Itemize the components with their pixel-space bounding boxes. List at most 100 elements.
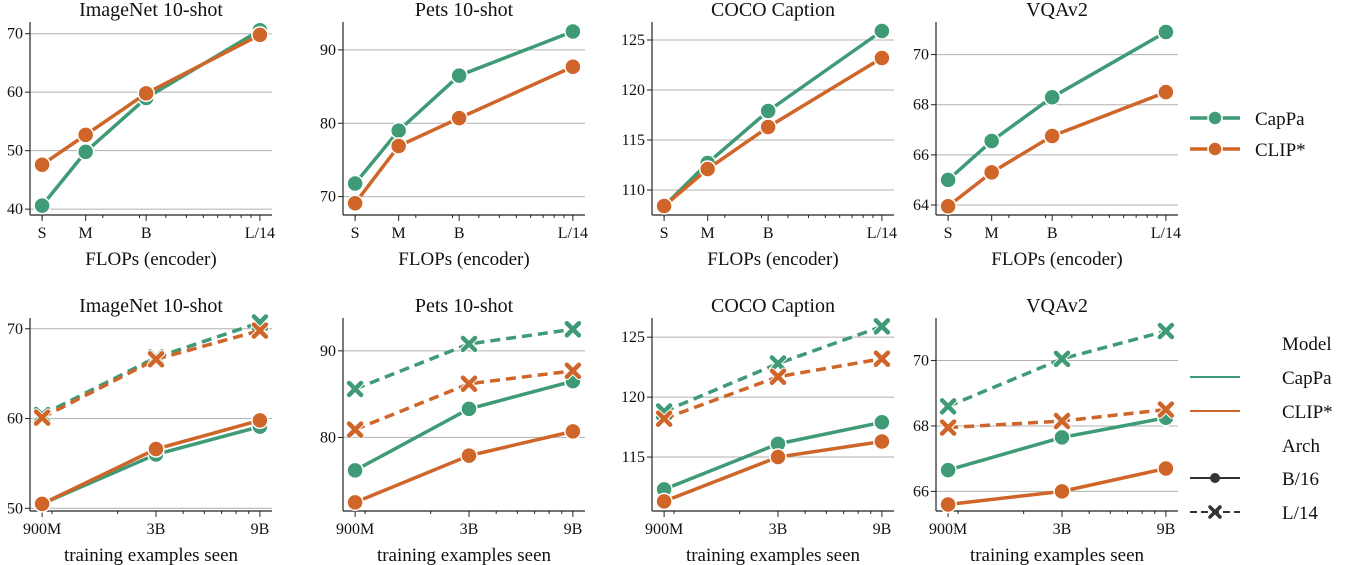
data-point xyxy=(759,118,777,136)
series-line xyxy=(662,56,883,208)
data-point xyxy=(759,102,777,120)
data-point xyxy=(1157,23,1175,41)
data-point xyxy=(1053,428,1071,447)
x-tick-label: 900M xyxy=(645,521,683,538)
x-tick-label: 900M xyxy=(336,521,374,538)
legend-bottom: Model CapPa CLIP* Arch B/16 L/14 xyxy=(1190,334,1333,524)
x-tick-label: B xyxy=(763,225,774,242)
data-point xyxy=(873,22,891,40)
legend-label-l14: L/14 xyxy=(1282,503,1318,524)
subplot-title: COCO Caption xyxy=(711,295,835,317)
legend-marker-b16 xyxy=(1210,473,1220,483)
data-point xyxy=(450,109,468,127)
data-point xyxy=(1043,88,1061,106)
x-tick-label: 3B xyxy=(769,521,788,538)
x-axis-label: training examples seen xyxy=(377,545,552,565)
subplot-6: 80 90 900M 3B 9B Pets 10-shot training example… xyxy=(320,295,585,565)
data-point-x-marker xyxy=(460,375,478,393)
legend-label-b16: B/16 xyxy=(1282,469,1319,490)
data-point-x-marker xyxy=(939,419,957,436)
legend-label-clip: CLIP* xyxy=(1255,140,1306,161)
y-tick-label: 115 xyxy=(622,449,645,466)
data-point-x-marker xyxy=(873,350,891,368)
series-cappa xyxy=(346,22,582,193)
x-tick-label: B xyxy=(141,225,152,242)
series-line xyxy=(354,429,574,504)
data-point xyxy=(346,493,364,512)
y-tick-label: 90 xyxy=(320,42,336,59)
legend-title-arch: Arch xyxy=(1282,436,1320,457)
data-point xyxy=(76,126,95,144)
x-tick-label: 900M xyxy=(23,521,61,538)
data-point xyxy=(873,413,891,432)
series-line xyxy=(41,320,261,417)
series-cappa-L14 xyxy=(654,317,892,421)
x-tick-label: S xyxy=(38,225,47,242)
data-point xyxy=(564,422,582,441)
subplot-8: 66 68 70 900M 3B 9B VQAv2 training examples see… xyxy=(913,295,1178,565)
subplot-2: 70 80 90 S M B L/14 Pets 10-shot FLOPs (encoder) xyxy=(320,0,588,270)
y-tick-label: 120 xyxy=(621,82,645,99)
data-point-x-marker xyxy=(1053,412,1071,430)
series-clip-L14 xyxy=(345,361,583,439)
data-point xyxy=(147,440,165,458)
series-line xyxy=(947,90,1167,208)
data-point xyxy=(450,66,468,85)
x-tick-label: 3B xyxy=(460,521,479,538)
data-point xyxy=(76,143,95,161)
subplot-title: ImageNet 10-shot xyxy=(79,295,223,317)
data-point xyxy=(1157,83,1175,101)
data-point-x-marker xyxy=(346,421,364,438)
series-cappa-L14 xyxy=(938,321,1176,416)
data-point xyxy=(873,432,891,451)
x-axis-label: training examples seen xyxy=(970,545,1145,565)
series-cappa-B16 xyxy=(655,413,891,499)
data-point xyxy=(1043,127,1061,145)
series-cappa xyxy=(939,23,1175,189)
series-cappa-B16 xyxy=(33,417,269,513)
y-tick-label: 40 xyxy=(7,201,23,218)
y-tick-label: 50 xyxy=(7,143,23,160)
x-tick-label: S xyxy=(944,225,953,242)
x-tick-label: L/14 xyxy=(867,225,897,242)
subplot-3: 110 115 120 125 S M B L/14 COCO Caption FLOPs (en… xyxy=(621,0,897,270)
data-point xyxy=(1157,459,1175,478)
subplot-title: VQAv2 xyxy=(1026,295,1088,317)
x-tick-label: B xyxy=(454,225,465,242)
data-point-x-marker xyxy=(564,362,582,380)
data-point xyxy=(939,495,957,514)
y-tick-label: 80 xyxy=(320,429,336,446)
y-tick-label: 68 xyxy=(913,97,929,114)
series-clip-B16 xyxy=(939,459,1175,514)
x-axis-label: training examples seen xyxy=(64,545,239,565)
data-point xyxy=(655,197,673,215)
x-tick-label: L/14 xyxy=(245,225,275,242)
series-line xyxy=(354,327,574,391)
y-tick-label: 110 xyxy=(622,182,645,199)
y-tick-label: 70 xyxy=(320,189,336,206)
data-point xyxy=(460,446,478,465)
x-tick-label: 3B xyxy=(1053,521,1072,538)
x-tick-label: L/14 xyxy=(1151,225,1181,242)
x-tick-label: S xyxy=(660,225,669,242)
data-point-x-marker xyxy=(769,368,787,385)
x-axis-label: training examples seen xyxy=(686,545,861,565)
data-point xyxy=(251,411,269,430)
subplot-title: Pets 10-shot xyxy=(415,295,514,317)
series-clip-L14 xyxy=(938,400,1176,437)
series-line xyxy=(40,28,261,207)
series-clip-B16 xyxy=(346,422,582,512)
x-tick-label: L/14 xyxy=(558,225,588,242)
y-tick-label: 60 xyxy=(7,411,23,428)
series-clip-B16 xyxy=(655,432,891,511)
y-tick-label: 68 xyxy=(913,418,929,435)
data-point xyxy=(1053,482,1071,501)
y-tick-label: 115 xyxy=(622,132,645,149)
series-line xyxy=(946,30,1167,182)
series-line xyxy=(41,424,261,506)
series-cappa-L14 xyxy=(345,320,583,399)
series-line xyxy=(947,329,1167,408)
series-clip-L14 xyxy=(654,349,892,428)
data-point xyxy=(346,461,364,480)
